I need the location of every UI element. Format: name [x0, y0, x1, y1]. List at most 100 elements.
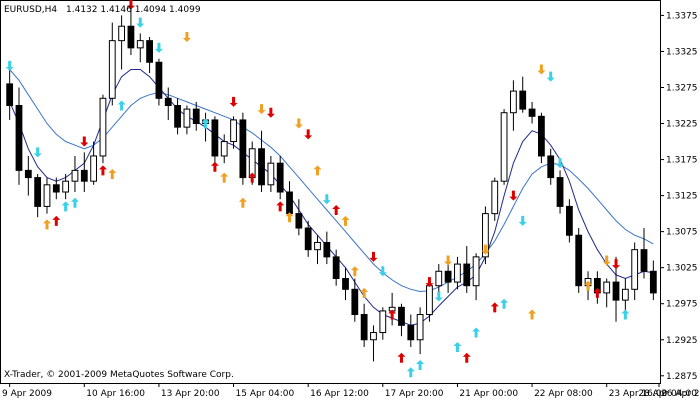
- candle-body: [631, 249, 639, 290]
- down-arrow-icon: [5, 60, 14, 71]
- up-arrow-icon: [70, 197, 79, 208]
- y-tick-label: 1.3175: [666, 156, 698, 166]
- down-arrow-icon: [602, 255, 611, 266]
- up-arrow-icon: [248, 172, 257, 183]
- candle: [398, 303, 405, 337]
- down-arrow-icon: [518, 215, 527, 226]
- copyright-text: X-Trader, © 2001-2009 MetaQuotes Softwar…: [4, 370, 234, 380]
- candle: [43, 177, 51, 214]
- y-tick-label: 1.2875: [666, 372, 698, 382]
- candle-body: [314, 241, 321, 251]
- candle-body: [192, 108, 200, 125]
- candle-body: [351, 288, 359, 316]
- candle: [538, 112, 545, 164]
- candle: [24, 155, 32, 196]
- down-arrow-icon: [425, 277, 434, 288]
- candle-body: [482, 213, 489, 258]
- candle-body: [146, 40, 153, 63]
- candle: [304, 220, 312, 257]
- candle: [90, 141, 98, 185]
- candle: [370, 325, 377, 362]
- down-arrow-icon: [612, 259, 621, 270]
- up-arrow-icon: [593, 287, 602, 298]
- candle: [127, 8, 135, 56]
- candle-body: [426, 285, 433, 316]
- up-arrow-icon: [285, 212, 294, 223]
- candle-body: [472, 256, 480, 287]
- candle-body: [342, 277, 349, 290]
- candle: [34, 173, 42, 218]
- x-tick-label: 10 Apr 16:00: [86, 389, 145, 399]
- candle-body: [649, 270, 657, 294]
- down-arrow-icon: [556, 158, 565, 169]
- candles: [6, 8, 657, 362]
- up-arrow-icon: [350, 266, 359, 277]
- candle: [62, 173, 70, 200]
- candle: [351, 278, 359, 322]
- down-arrow-icon: [136, 17, 145, 28]
- down-arrow-icon: [126, 0, 135, 10]
- candle: [155, 58, 163, 106]
- y-tick-label: 1.2975: [666, 300, 698, 310]
- y-tick-label: 1.3225: [666, 120, 698, 130]
- candle: [332, 249, 340, 286]
- candle-body: [379, 310, 387, 334]
- down-arrow-icon: [229, 96, 238, 107]
- y-tick-label: 1.3325: [666, 47, 698, 57]
- candle: [640, 228, 648, 279]
- candle: [295, 199, 303, 236]
- up-arrow-icon: [462, 352, 471, 363]
- up-arrow-icon: [276, 201, 285, 212]
- candle: [174, 98, 181, 135]
- candle-body: [510, 90, 517, 114]
- candle-body: [360, 314, 368, 341]
- up-arrow-icon: [210, 161, 219, 172]
- up-arrow-icon: [313, 165, 322, 176]
- candle: [258, 130, 265, 192]
- candle: [220, 134, 228, 164]
- signal-arrows: [5, 0, 630, 378]
- up-arrow-icon: [621, 309, 630, 320]
- candle: [118, 15, 125, 70]
- candle-body: [500, 112, 508, 182]
- up-arrow-icon: [52, 215, 61, 226]
- up-arrow-icon: [238, 197, 247, 208]
- candle-body: [332, 256, 340, 279]
- up-arrow-icon: [360, 287, 369, 298]
- down-arrow-icon: [481, 244, 490, 255]
- candle: [556, 170, 564, 214]
- candle: [510, 80, 517, 131]
- candle: [631, 242, 639, 301]
- y-tick-label: 1.3025: [666, 264, 698, 274]
- down-arrow-icon: [378, 266, 387, 277]
- candle: [519, 76, 527, 113]
- candle: [435, 264, 443, 297]
- candle: [649, 260, 657, 301]
- candle-body: [108, 40, 116, 99]
- candle: [416, 307, 424, 355]
- candle-body: [621, 288, 629, 301]
- up-arrow-icon: [61, 201, 70, 212]
- candle-body: [276, 162, 284, 193]
- candle-body: [407, 324, 415, 341]
- y-tick-label: 1.2925: [666, 336, 698, 346]
- candle: [528, 101, 536, 124]
- candle-body: [556, 177, 564, 207]
- x-tick-label: 28 Apr 04:00: [638, 389, 697, 399]
- candle-body: [286, 191, 293, 215]
- candle-body: [99, 97, 107, 157]
- candle-body: [565, 205, 573, 236]
- down-arrow-icon: [80, 136, 89, 147]
- candle: [463, 246, 471, 293]
- up-arrow-icon: [98, 165, 107, 176]
- y-tick-label: 1.3125: [666, 192, 698, 202]
- candle-body: [52, 184, 60, 193]
- up-arrow-icon: [117, 100, 126, 111]
- down-arrow-icon: [369, 251, 378, 262]
- up-arrow-icon: [584, 280, 593, 291]
- up-arrow-icon: [388, 309, 397, 320]
- down-arrow-icon: [266, 107, 275, 118]
- candle: [603, 278, 611, 308]
